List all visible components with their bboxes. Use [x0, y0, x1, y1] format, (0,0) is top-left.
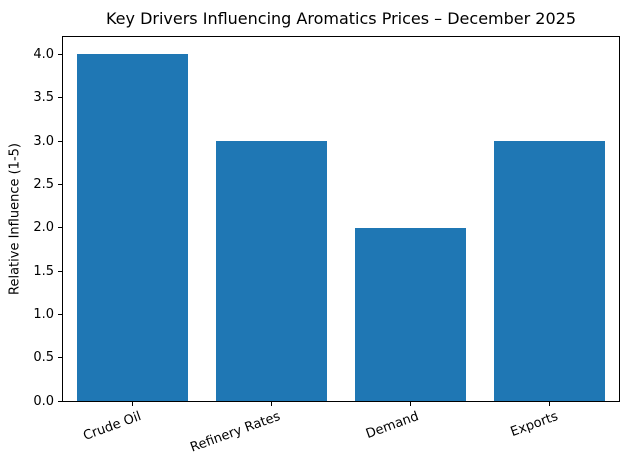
- y-tick-label: 1.0: [33, 306, 54, 322]
- y-tick-mark: [58, 97, 62, 99]
- x-tick-label: Crude Oil: [81, 409, 144, 444]
- y-tick-label: 2.5: [33, 176, 54, 192]
- y-tick-label: 3.0: [33, 133, 54, 149]
- x-tick-label: Refinery Rates: [188, 409, 283, 456]
- y-tick-mark: [58, 183, 62, 185]
- y-tick-mark: [58, 270, 62, 272]
- bar-exports: [493, 141, 606, 401]
- y-tick-mark: [58, 227, 62, 229]
- x-tick-mark: [549, 402, 550, 406]
- y-tick-label: 4.0: [33, 46, 54, 62]
- x-tick-label: Demand: [364, 409, 422, 443]
- y-tick-label: 2.0: [33, 220, 54, 236]
- bar-refinery-rates: [215, 141, 328, 401]
- y-tick-mark: [58, 357, 62, 359]
- chart-title: Key Drivers Influencing Aromatics Prices…: [105, 9, 577, 28]
- y-tick-label: 3.5: [33, 90, 54, 106]
- bar-demand: [354, 227, 467, 401]
- x-tick-label: Exports: [508, 409, 561, 441]
- x-tick-mark: [271, 402, 272, 406]
- y-tick-mark: [58, 313, 62, 315]
- y-axis-label: Relative Influence (1-5): [7, 143, 23, 295]
- y-tick-label: 0.0: [33, 393, 54, 409]
- y-tick-mark: [58, 400, 62, 402]
- plot-area: [62, 36, 620, 402]
- y-tick-label: 1.5: [33, 263, 54, 279]
- y-tick-mark: [58, 53, 62, 55]
- y-tick-label: 0.5: [33, 350, 54, 366]
- x-tick-mark: [410, 402, 411, 406]
- bar-crude-oil: [76, 54, 189, 401]
- y-tick-mark: [58, 140, 62, 142]
- x-tick-mark: [132, 402, 133, 406]
